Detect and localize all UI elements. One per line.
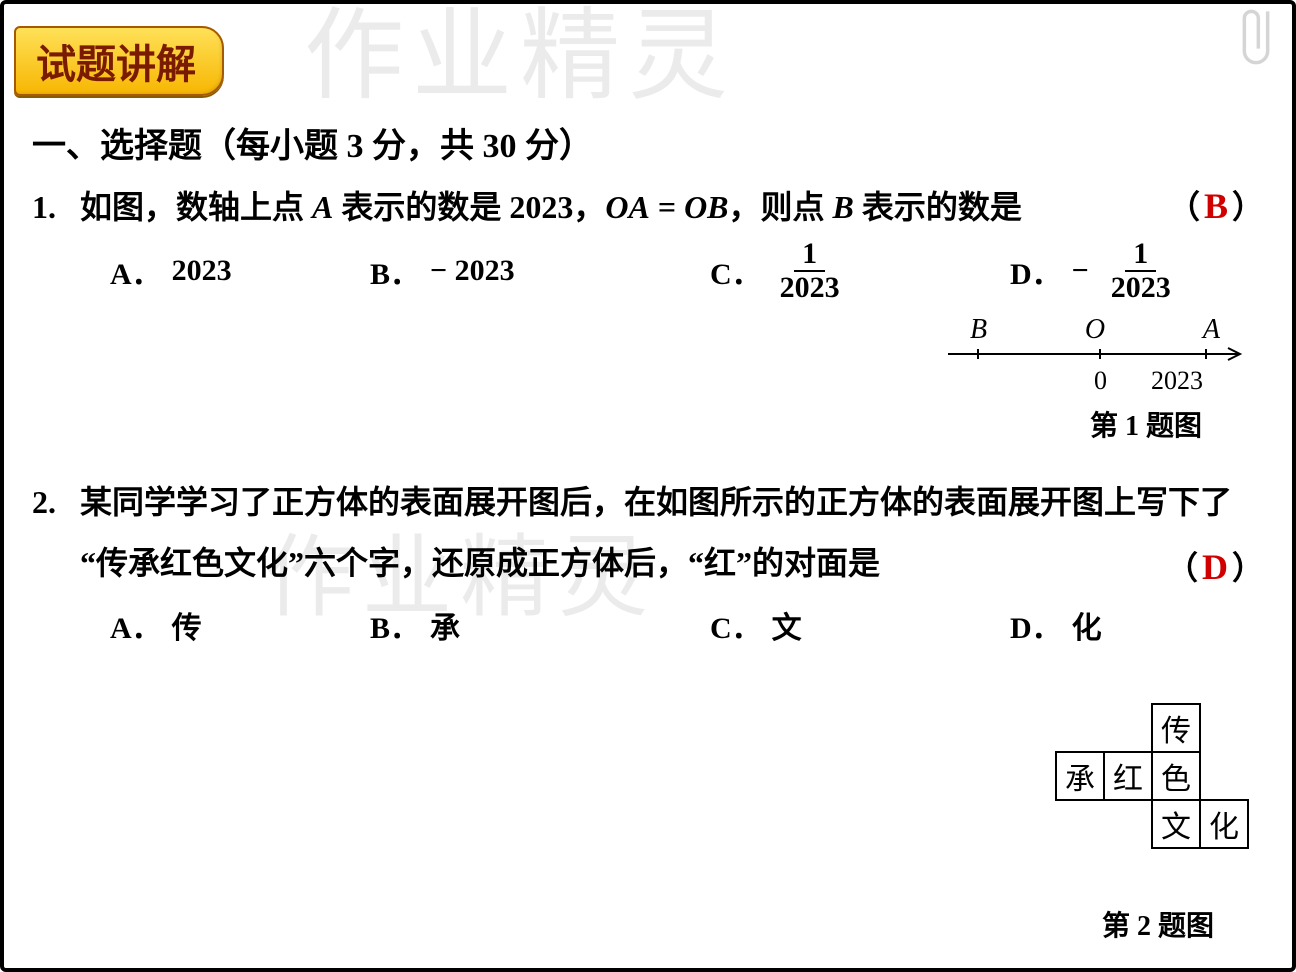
option-label: B． <box>370 600 420 657</box>
section-title: 一、选择题（每小题 3 分，共 30 分） <box>32 118 593 167</box>
number-line-label-b: B <box>970 314 987 346</box>
option-text: − 2023 <box>430 254 515 288</box>
q1-option-a: A． 2023 <box>110 238 370 303</box>
q2-option-a: A． 传 <box>110 600 370 657</box>
option-text: 化 <box>1072 600 1102 657</box>
fraction-denominator: 2023 <box>1103 272 1179 304</box>
q1-figure-caption: 第 1 题图 <box>1090 404 1202 444</box>
question-1: 1. 如图，数轴上点 A 表示的数是 2023，OA = OB，则点 B 表示的… <box>32 182 1264 228</box>
q1-option-d: D． − 1 2023 <box>1010 238 1179 303</box>
q1-option-b: B． − 2023 <box>370 238 710 303</box>
q1-var-ob: OB <box>684 189 728 225</box>
q2-option-d: D． 化 <box>1010 600 1102 657</box>
option-text: 传 <box>172 600 202 657</box>
number-line-value-0: 0 <box>1094 366 1107 396</box>
q1-answer-box: （B） <box>1168 182 1264 228</box>
q1-var-oa: OA <box>605 189 649 225</box>
cube-net-grid: 传 承 红 色 文 化 <box>1056 704 1248 896</box>
option-text: 承 <box>430 600 460 657</box>
number-line-icon <box>948 346 1248 366</box>
minus-sign: − <box>1072 254 1093 288</box>
option-label: C． <box>710 600 762 657</box>
option-label: D． <box>1010 249 1062 293</box>
q1-number: 1. <box>32 189 80 226</box>
paren-open: （ <box>1166 550 1198 586</box>
q2-text: 某同学学习了正方体的表面展开图后，在如图所示的正方体的表面展开图上写下了 “传承… <box>80 472 1264 601</box>
q1-figure-labels-top: B O A <box>948 314 1248 346</box>
q1-stem: 1. 如图，数轴上点 A 表示的数是 2023，OA = OB，则点 B 表示的… <box>32 182 1264 228</box>
paren-close: ） <box>1232 550 1264 586</box>
number-line-label-o: O <box>1085 314 1105 346</box>
q1-text-part: 表示的数是 <box>854 189 1022 225</box>
net-cell-wen: 文 <box>1151 799 1201 849</box>
q1-figure: B O A 0 2023 <box>948 314 1248 396</box>
fraction-numerator: 1 <box>1125 238 1156 272</box>
option-label: C． <box>710 249 762 293</box>
q1-figure-labels-bottom: 0 2023 <box>948 366 1248 396</box>
q2-number: 2. <box>32 472 80 601</box>
q1-text-part: 表示的数是 2023， <box>333 189 605 225</box>
fraction-denominator: 2023 <box>772 272 848 304</box>
q2-line1: 某同学学习了正方体的表面展开图后，在如图所示的正方体的表面展开图上写下了 <box>80 484 1232 520</box>
q2-option-c: C． 文 <box>710 600 1010 657</box>
net-cell-cheng: 承 <box>1055 751 1105 801</box>
q1-answer: B <box>1200 186 1232 226</box>
option-label: D． <box>1010 600 1062 657</box>
q1-text-part: ，则点 <box>729 189 833 225</box>
fraction: 1 2023 <box>772 238 848 303</box>
number-line-value-a: 2023 <box>1151 366 1203 396</box>
question-2: 2. 某同学学习了正方体的表面展开图后，在如图所示的正方体的表面展开图上写下了 … <box>32 472 1264 601</box>
option-label: A． <box>110 600 162 657</box>
q1-text: 如图，数轴上点 A 表示的数是 2023，OA = OB，则点 B 表示的数是 … <box>80 182 1264 228</box>
net-cell-chuan: 传 <box>1151 703 1201 753</box>
q2-answer-box: （D） <box>1166 533 1264 601</box>
paperclip-icon <box>1226 2 1286 72</box>
page-frame: 作业精灵 作业精灵 试题讲解 一、选择题（每小题 3 分，共 30 分） 1. … <box>0 0 1296 972</box>
net-cell-hong: 红 <box>1103 751 1153 801</box>
fraction-numerator: 1 <box>794 238 825 272</box>
q2-answer: D <box>1198 547 1232 587</box>
q1-options: A． 2023 B． − 2023 C． 1 2023 D． − 1 2023 <box>110 238 1264 303</box>
q1-eq: = <box>650 189 684 225</box>
q2-option-b: B． 承 <box>370 600 710 657</box>
fraction: 1 2023 <box>1103 238 1179 303</box>
net-cell-hua: 化 <box>1199 799 1249 849</box>
option-label: B． <box>370 249 420 293</box>
q2-figure-cube-net: 传 承 红 色 文 化 <box>1056 704 1248 896</box>
q2-stem: 2. 某同学学习了正方体的表面展开图后，在如图所示的正方体的表面展开图上写下了 … <box>32 472 1264 601</box>
number-line-label-a: A <box>1203 314 1220 346</box>
q2-figure-caption: 第 2 题图 <box>1102 904 1214 944</box>
net-cell-se: 色 <box>1151 751 1201 801</box>
q1-text-part: 如图，数轴上点 <box>80 189 312 225</box>
option-label: A． <box>110 249 162 293</box>
section-badge: 试题讲解 <box>14 26 224 96</box>
paren-close: ） <box>1232 189 1264 225</box>
q1-option-c: C． 1 2023 <box>710 238 1010 303</box>
paren-open: （ <box>1168 189 1200 225</box>
watermark-top: 作业精灵 <box>304 0 736 119</box>
q1-var-b: B <box>833 189 854 225</box>
option-text: 文 <box>772 600 802 657</box>
q2-line2: “传承红色文化”六个字，还原成正方体后，“红”的对面是 <box>80 545 880 581</box>
q2-options: A． 传 B． 承 C． 文 D． 化 <box>110 600 1264 657</box>
option-text: 2023 <box>172 254 232 288</box>
q1-var-a: A <box>312 189 333 225</box>
